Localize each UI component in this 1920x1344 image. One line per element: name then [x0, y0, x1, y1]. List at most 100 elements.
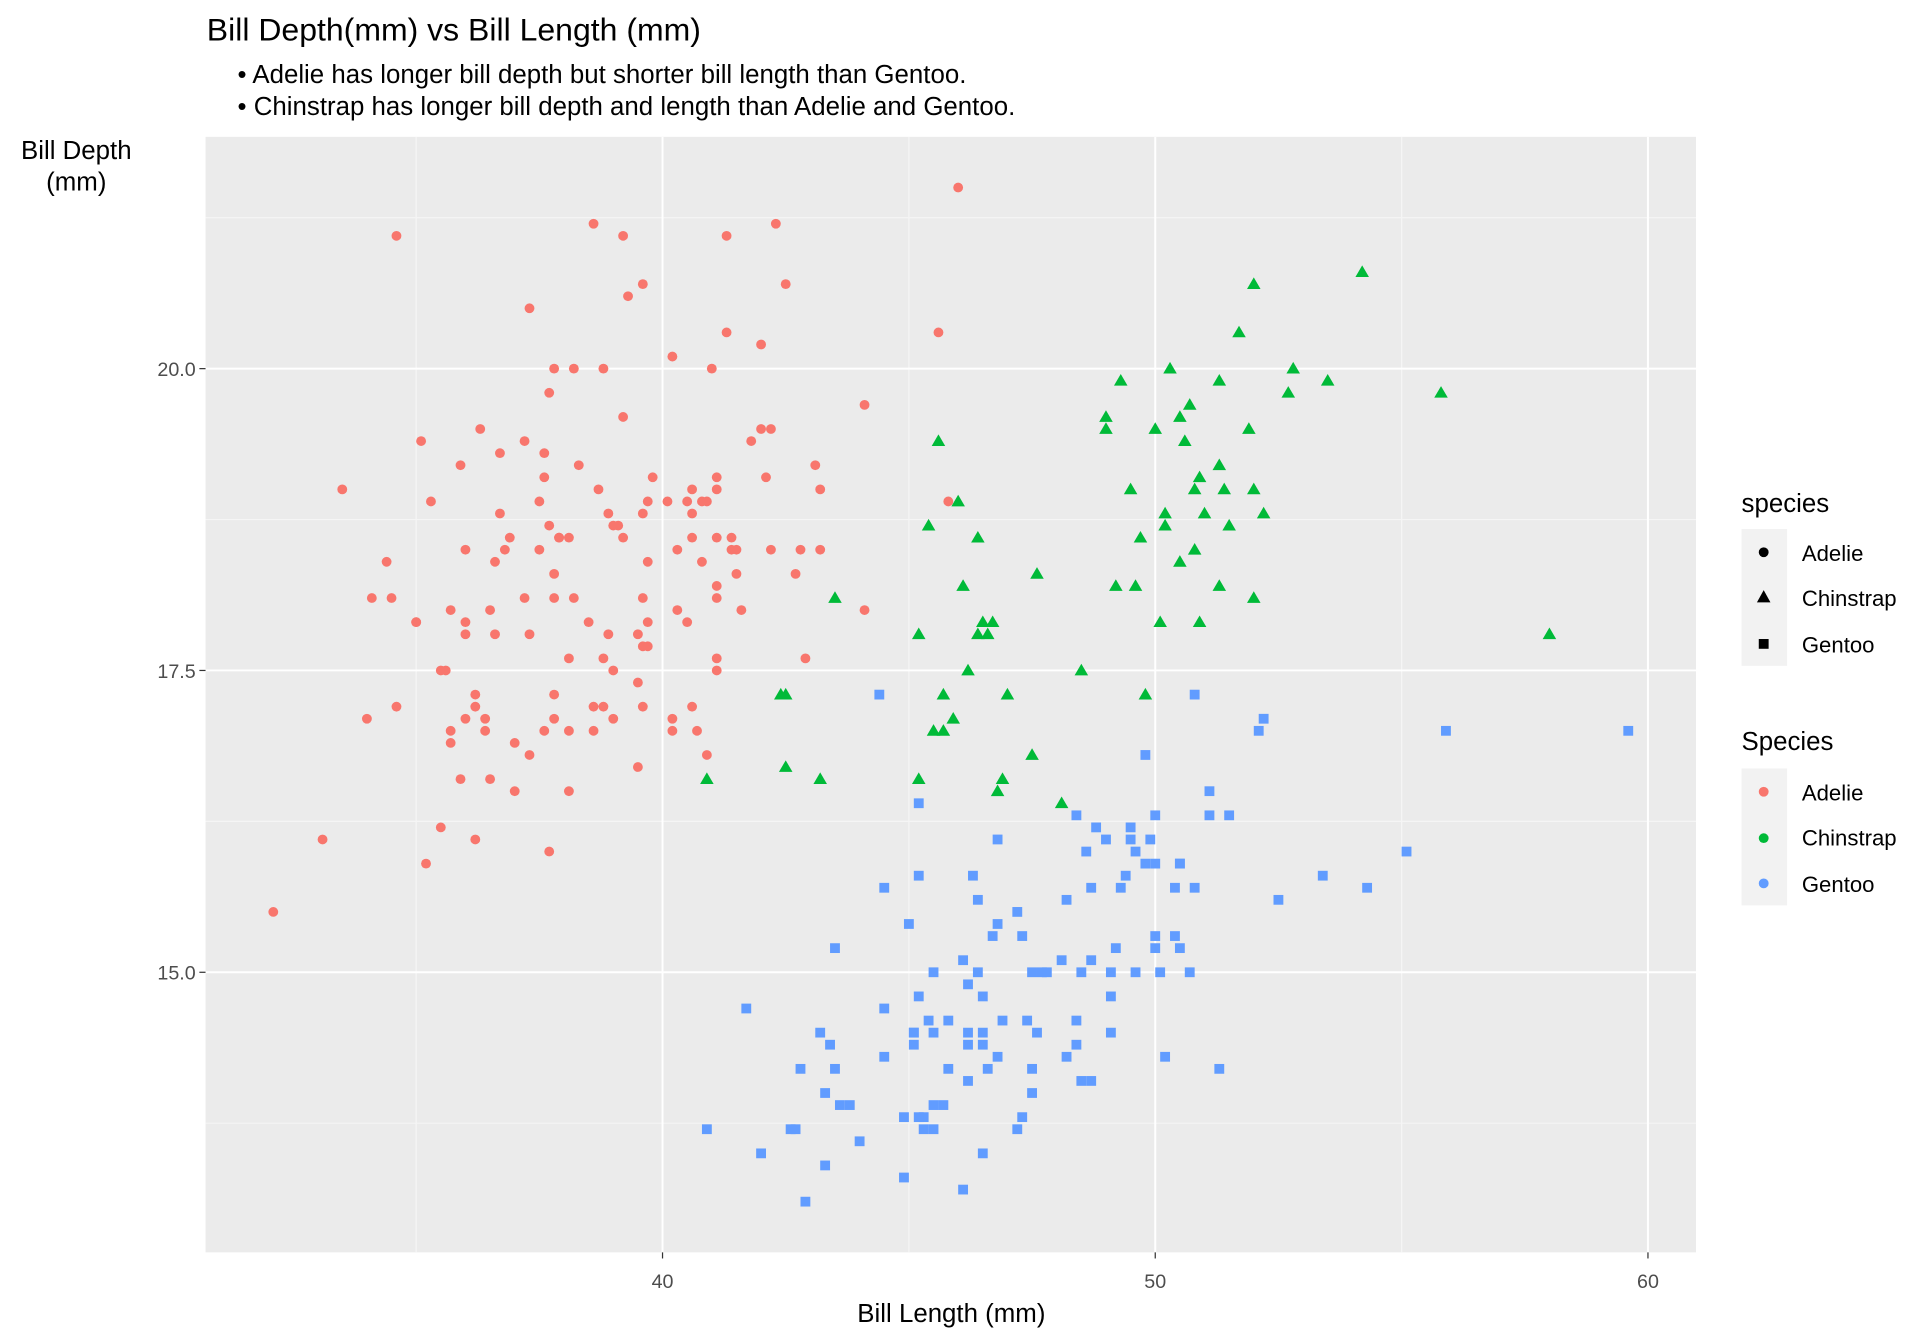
- chinstrap-point: [1232, 325, 1246, 338]
- gentoo-point: [992, 834, 1003, 845]
- adelie-point: [598, 653, 609, 664]
- gentoo-point: [943, 1015, 954, 1026]
- gentoo-point: [972, 967, 983, 978]
- adelie-point: [588, 218, 599, 229]
- chinstrap-point: [1286, 361, 1300, 374]
- legend-key-gentoo-dot-icon: [1758, 878, 1769, 889]
- legend-shape: species Adelie Chinstrap Gentoo: [1742, 490, 1897, 666]
- y-tick-label: 17.5: [157, 661, 195, 683]
- y-axis-title-line-2: (mm): [46, 169, 106, 197]
- gentoo-point: [918, 1112, 929, 1123]
- legend-colour-label-adelie: Adelie: [1802, 780, 1864, 805]
- gentoo-point: [987, 931, 998, 941]
- gentoo-point: [977, 1027, 988, 1038]
- adelie-point: [549, 363, 560, 374]
- gentoo-point: [1189, 689, 1200, 700]
- gentoo-point: [908, 1027, 919, 1038]
- chinstrap-point: [1173, 410, 1187, 422]
- gentoo-point: [879, 882, 890, 893]
- adelie-point: [761, 472, 771, 483]
- legend-key-square-icon: [1758, 639, 1769, 649]
- chart-title: Bill Depth(mm) vs Bill Length (mm): [207, 11, 701, 47]
- adelie-point: [711, 472, 722, 483]
- adelie-point: [460, 629, 471, 640]
- chinstrap-point: [1256, 506, 1271, 519]
- chinstrap-point: [976, 615, 990, 628]
- adelie-point: [381, 556, 392, 567]
- gentoo-point: [928, 1100, 939, 1110]
- gentoo-point: [963, 1076, 973, 1086]
- adelie-point: [445, 605, 456, 615]
- gentoo-point: [854, 1136, 865, 1147]
- chinstrap-point: [936, 687, 951, 700]
- gentoo-point: [913, 798, 924, 809]
- legend-key-chinstrap-dot-icon: [1758, 833, 1769, 844]
- gentoo-point: [918, 1124, 929, 1135]
- adelie-point: [933, 327, 944, 338]
- legend-key-triangle-icon: [1756, 590, 1771, 603]
- adelie-point: [766, 424, 776, 434]
- gentoo-point: [1273, 894, 1284, 905]
- adelie-point: [623, 291, 633, 302]
- gentoo-point: [1253, 725, 1264, 736]
- gentoo-point: [1189, 882, 1200, 893]
- legend-shape-label-chinstrap: Chinstrap: [1802, 586, 1897, 611]
- adelie-point: [603, 629, 614, 640]
- adelie-point: [554, 532, 564, 543]
- adelie-point: [460, 713, 471, 724]
- gentoo-point: [1150, 931, 1161, 941]
- chinstrap-point: [1197, 506, 1212, 519]
- gentoo-point: [928, 967, 939, 978]
- legend-shape-label-adelie: Adelie: [1802, 541, 1864, 566]
- adelie-point: [637, 701, 648, 712]
- chinstrap-point: [1025, 748, 1039, 760]
- y-tick-label: 15.0: [157, 963, 195, 985]
- adelie-point: [563, 786, 574, 797]
- chinstrap-point: [813, 772, 827, 784]
- chinstrap-point: [951, 494, 965, 507]
- x-tick-label: 40: [652, 1271, 674, 1293]
- chinstrap-point: [911, 772, 926, 784]
- legend-shape-title: species: [1742, 490, 1830, 518]
- adelie-point: [568, 593, 579, 603]
- gentoo-point: [1125, 834, 1136, 845]
- gentoo-point: [913, 1112, 924, 1123]
- gentoo-point: [1086, 955, 1097, 966]
- gentoo-point: [977, 1039, 988, 1050]
- gentoo-point: [958, 955, 969, 966]
- adelie-point: [810, 460, 821, 471]
- gentoo-point: [1130, 846, 1141, 857]
- adelie-point: [711, 532, 722, 543]
- adelie-point: [598, 701, 609, 712]
- gentoo-point: [1076, 1076, 1087, 1086]
- chinstrap-point: [1217, 482, 1231, 495]
- adelie-point: [563, 653, 574, 664]
- gentoo-point: [972, 894, 983, 905]
- adelie-point: [455, 460, 466, 471]
- adelie-point: [460, 617, 471, 628]
- adelie-point: [568, 363, 579, 374]
- adelie-point: [711, 653, 722, 664]
- gentoo-point: [1056, 955, 1067, 966]
- adelie-point: [519, 436, 530, 446]
- adelie-point: [539, 725, 550, 736]
- adelie-point: [544, 520, 555, 531]
- adelie-point: [588, 725, 599, 736]
- gentoo-point: [1105, 967, 1116, 978]
- adelie-point: [687, 508, 698, 519]
- adelie-point: [682, 496, 693, 507]
- chinstrap-point: [985, 615, 1000, 628]
- chinstrap-point: [980, 627, 995, 640]
- gentoo-point: [844, 1100, 855, 1110]
- gentoo-point: [1017, 1112, 1028, 1123]
- adelie-point: [731, 544, 742, 555]
- adelie-point: [317, 834, 328, 845]
- gentoo-point: [1150, 858, 1161, 869]
- adelie-point: [642, 556, 653, 567]
- adelie-point: [746, 436, 757, 446]
- chinstrap-point: [1542, 627, 1557, 640]
- adelie-point: [780, 279, 791, 290]
- axis-ticks: 40 50 60 15.0 17.5 20.0: [157, 359, 1659, 1293]
- chinstrap-point: [1242, 422, 1256, 434]
- gentoo-point: [1091, 822, 1102, 833]
